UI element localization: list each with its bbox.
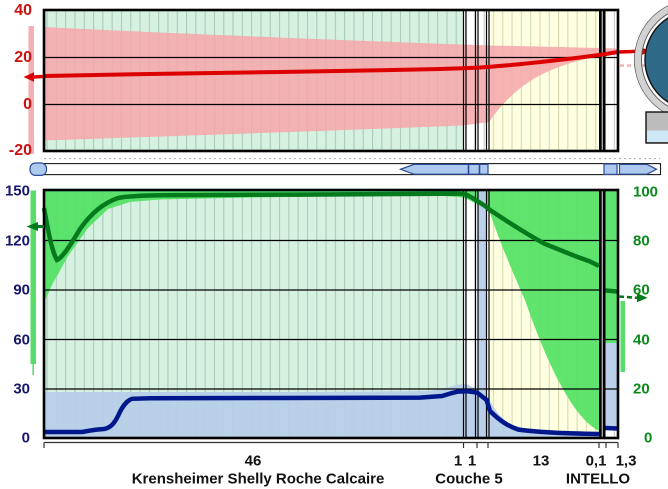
layer-thickness-5: 0,1	[585, 452, 607, 470]
position-scrollbar[interactable]	[29, 162, 662, 176]
thickness-scale	[43, 441, 619, 448]
water-range-thin-layer	[478, 190, 487, 438]
temp-ytick-40: 40	[14, 2, 32, 19]
temperature-chart	[23, 8, 651, 154]
layer-thickness-3: 1	[467, 452, 477, 470]
wc-ytick-150: 150	[4, 182, 30, 200]
scrollbar-left-cap[interactable]	[29, 162, 48, 176]
rh-ytick-40: 40	[633, 331, 650, 348]
moon-circle-icon	[644, 17, 668, 103]
interior-rh-arrow	[618, 293, 648, 303]
layer-thickness-6: 1,3	[615, 452, 637, 470]
humidity-line	[41, 191, 618, 294]
rh-ytick-60: 60	[633, 281, 650, 299]
wc-ytick-90: 90	[13, 281, 30, 299]
exterior-rh-range-bar	[30, 190, 36, 364]
rh-ytick-80: 80	[633, 232, 650, 249]
layer-name-limestone: Krensheimer Shelly Roche Calcaire	[131, 470, 385, 488]
layer-name-intello: INTELLO	[565, 470, 631, 488]
temp-ytick-n20: -20	[8, 142, 32, 159]
interior-climate-icon	[634, 5, 668, 115]
interior-surface-icon	[645, 111, 668, 144]
layer-bg-airlayer-top	[605, 10, 618, 151]
exterior-temp-range-bar	[28, 26, 34, 154]
humidity-chart	[26, 188, 648, 448]
temp-ytick-20: 20	[14, 48, 32, 66]
water-content-line	[44, 388, 618, 437]
humidity-range-band	[44, 191, 618, 432]
temp-ytick-0: 0	[23, 95, 32, 113]
layer-boundaries-bottom	[462, 190, 490, 438]
rh-ytick-20: 20	[633, 380, 650, 398]
wc-ytick-30: 30	[13, 380, 30, 398]
scrollbar-thumb-small[interactable]	[603, 163, 618, 175]
wc-ytick-120: 120	[4, 232, 30, 249]
layer-thickness-4: 13	[532, 452, 550, 470]
interior-rh-range-bar	[620, 301, 625, 372]
layer-thickness-2: 1	[453, 452, 463, 470]
scrollbar-right-arrow[interactable]	[618, 163, 658, 175]
layer-boundaries-top	[462, 10, 490, 151]
rh-ytick-100: 100	[633, 183, 659, 201]
exterior-temp-arrow	[23, 72, 44, 82]
scrollbar-thumb-left[interactable]	[398, 163, 489, 175]
wc-ytick-0: 0	[21, 429, 30, 447]
layer-thickness-1: 46	[244, 452, 262, 470]
temperature-line	[43, 50, 619, 78]
layer-name-couche5: Couche 5	[435, 470, 503, 488]
wc-ytick-60: 60	[13, 331, 30, 348]
water-range-airlayer	[605, 343, 618, 427]
rh-ytick-0: 0	[644, 429, 653, 447]
exterior-rh-arrow	[26, 222, 44, 231]
temperature-range-band	[44, 27, 618, 141]
